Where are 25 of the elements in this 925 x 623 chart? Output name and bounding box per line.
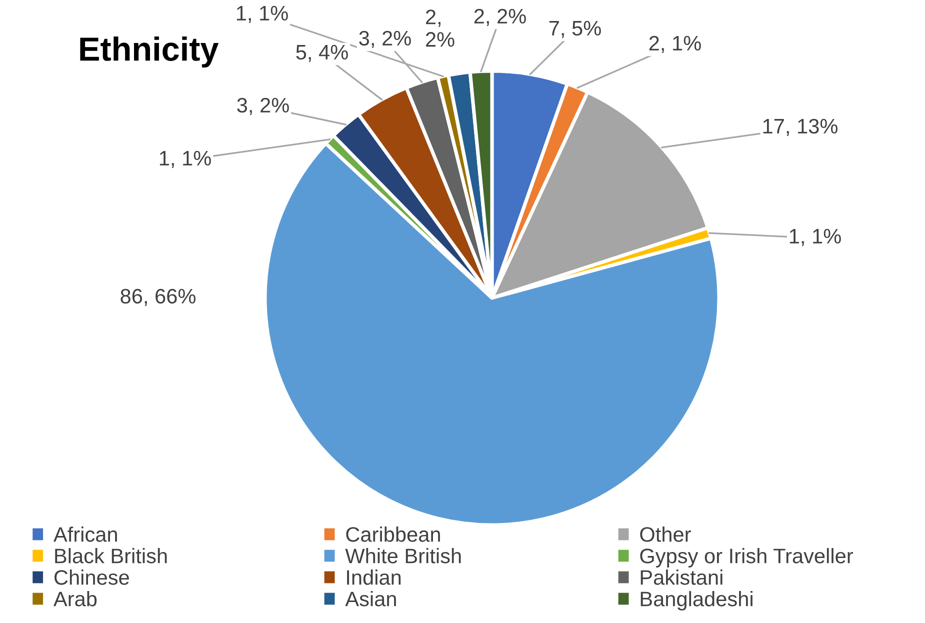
legend-label: Asian: [345, 591, 396, 606]
text: Ethnicity: [80, 36, 219, 68]
data-label: 7, 5%: [549, 20, 601, 38]
data-label: 1, 1%: [790, 228, 841, 246]
data-label: 3, 2%: [359, 30, 411, 48]
data-label: 3, 2%: [237, 98, 289, 116]
data-label: 2, 2%: [474, 8, 526, 26]
legend-label: Caribbean: [346, 526, 440, 542]
data-label: 2, 2%: [426, 10, 454, 47]
legend-label: Other: [640, 526, 691, 542]
legend-label: Arab: [54, 591, 97, 606]
legend-label: Chinese: [54, 570, 129, 585]
legend-label: Black British: [55, 548, 167, 564]
data-label: 5, 4%: [296, 44, 348, 62]
legend-label: Gypsy or Irish Traveller: [640, 548, 853, 568]
legend-label: White British: [345, 548, 461, 564]
data-label: 1, 1%: [236, 6, 288, 24]
data-label: 2, 1%: [649, 36, 701, 54]
data-label: 17, 13%: [763, 118, 838, 136]
data-label: 86, 66%: [120, 288, 196, 306]
legend-label: Pakistani: [640, 570, 722, 585]
legend-label: Indian: [347, 570, 401, 585]
legend-label: African: [54, 526, 117, 542]
legend-label: Bangladeshi: [640, 591, 752, 610]
data-label: 1, 1%: [160, 150, 211, 168]
